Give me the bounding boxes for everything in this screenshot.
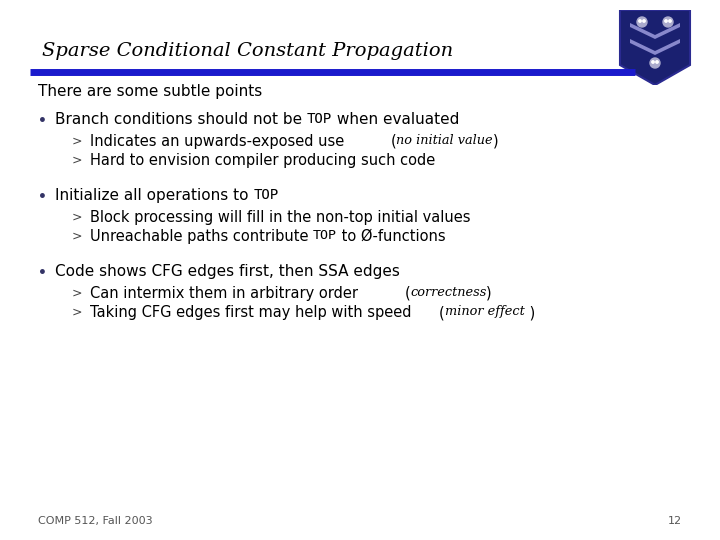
- Text: Sparse Conditional Constant Propagation: Sparse Conditional Constant Propagation: [42, 42, 453, 60]
- Text: >: >: [72, 230, 83, 243]
- Text: TOP: TOP: [253, 188, 279, 202]
- Text: There are some subtle points: There are some subtle points: [38, 84, 262, 99]
- Text: TOP: TOP: [307, 112, 332, 126]
- Text: >: >: [72, 211, 83, 224]
- Text: to Ø-functions: to Ø-functions: [337, 229, 446, 244]
- Polygon shape: [630, 23, 680, 39]
- Text: Taking CFG edges first may help with speed: Taking CFG edges first may help with spe…: [90, 305, 412, 320]
- Circle shape: [669, 20, 671, 22]
- Text: Indicates an upwards-exposed use: Indicates an upwards-exposed use: [90, 134, 344, 149]
- Text: (: (: [439, 305, 445, 320]
- Text: (: (: [390, 134, 396, 149]
- Text: COMP 512, Fall 2003: COMP 512, Fall 2003: [38, 516, 153, 526]
- Circle shape: [665, 20, 667, 22]
- Text: (: (: [404, 286, 410, 301]
- Polygon shape: [620, 10, 690, 85]
- Circle shape: [656, 61, 658, 63]
- Polygon shape: [630, 39, 680, 55]
- Text: Code shows CFG edges first, then SSA edges: Code shows CFG edges first, then SSA edg…: [55, 264, 400, 279]
- Text: •: •: [38, 114, 47, 128]
- Text: Initialize all operations to: Initialize all operations to: [55, 188, 253, 203]
- Text: •: •: [38, 190, 47, 204]
- Circle shape: [643, 20, 645, 22]
- Text: •: •: [38, 266, 47, 280]
- Circle shape: [650, 58, 660, 68]
- Circle shape: [663, 17, 673, 27]
- Text: >: >: [72, 287, 83, 300]
- Text: ): ): [525, 305, 535, 320]
- Text: >: >: [72, 306, 83, 319]
- Text: ): ): [487, 286, 492, 301]
- Text: Hard to envision compiler producing such code: Hard to envision compiler producing such…: [90, 153, 436, 168]
- Text: >: >: [72, 154, 83, 167]
- Text: Can intermix them in arbitrary order: Can intermix them in arbitrary order: [90, 286, 358, 301]
- Text: when evaluated: when evaluated: [332, 112, 459, 127]
- Text: ): ): [493, 134, 498, 149]
- Text: Block processing will fill in the non-top initial values: Block processing will fill in the non-to…: [90, 210, 470, 225]
- Text: >: >: [72, 135, 83, 148]
- Text: 12: 12: [668, 516, 682, 526]
- Circle shape: [652, 61, 654, 63]
- Text: minor effect: minor effect: [445, 305, 525, 318]
- Text: Branch conditions should not be: Branch conditions should not be: [55, 112, 307, 127]
- Text: correctness: correctness: [410, 286, 487, 299]
- Circle shape: [639, 20, 642, 22]
- Text: no initial value: no initial value: [396, 134, 493, 147]
- Text: TOP: TOP: [313, 229, 337, 242]
- Circle shape: [637, 17, 647, 27]
- Text: Unreachable paths contribute: Unreachable paths contribute: [90, 229, 313, 244]
